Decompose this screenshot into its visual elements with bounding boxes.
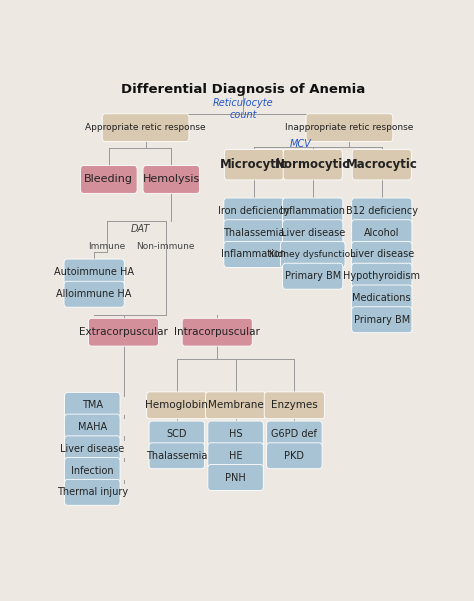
FancyBboxPatch shape — [352, 220, 412, 246]
Text: Membrane: Membrane — [208, 400, 264, 410]
Text: MCV: MCV — [290, 139, 312, 149]
FancyBboxPatch shape — [102, 114, 189, 142]
FancyBboxPatch shape — [149, 421, 205, 447]
FancyBboxPatch shape — [283, 263, 343, 289]
FancyBboxPatch shape — [283, 150, 342, 180]
FancyBboxPatch shape — [146, 392, 207, 419]
FancyBboxPatch shape — [224, 198, 284, 224]
Text: Primary BM: Primary BM — [284, 271, 341, 281]
FancyBboxPatch shape — [352, 198, 412, 224]
Text: Thermal injury: Thermal injury — [57, 487, 128, 497]
Text: Hypothyroidism: Hypothyroidism — [343, 271, 420, 281]
Text: Enzymes: Enzymes — [271, 400, 318, 410]
Text: Thalassemia: Thalassemia — [146, 451, 208, 461]
Text: Liver disease: Liver disease — [60, 444, 125, 454]
FancyBboxPatch shape — [208, 465, 264, 490]
FancyBboxPatch shape — [208, 421, 264, 447]
Text: PNH: PNH — [225, 472, 246, 483]
FancyBboxPatch shape — [224, 242, 284, 267]
FancyBboxPatch shape — [224, 150, 283, 180]
Text: Autoimmune HA: Autoimmune HA — [54, 267, 134, 277]
Text: Medications: Medications — [353, 293, 411, 303]
FancyBboxPatch shape — [283, 198, 343, 224]
Text: Kidney dysfunction: Kidney dysfunction — [269, 250, 356, 259]
Text: Reticulocyte
count: Reticulocyte count — [213, 99, 273, 120]
Text: HE: HE — [229, 451, 242, 461]
Text: Non-immune: Non-immune — [137, 242, 195, 251]
Text: Hemoglobin: Hemoglobin — [146, 400, 208, 410]
Text: Thalassemia: Thalassemia — [223, 228, 284, 238]
Text: HS: HS — [229, 429, 242, 439]
Text: PKD: PKD — [284, 451, 304, 461]
Text: Microcytic: Microcytic — [220, 158, 288, 171]
Text: Hemolysis: Hemolysis — [143, 174, 200, 185]
FancyBboxPatch shape — [64, 259, 124, 285]
FancyBboxPatch shape — [264, 392, 325, 419]
Text: Normocytic: Normocytic — [275, 158, 350, 171]
FancyBboxPatch shape — [306, 114, 393, 142]
FancyBboxPatch shape — [182, 319, 252, 346]
Text: Alloimmune HA: Alloimmune HA — [56, 289, 132, 299]
Text: Iron deficiency: Iron deficiency — [218, 206, 290, 216]
FancyBboxPatch shape — [149, 443, 205, 469]
Text: DAT: DAT — [130, 224, 150, 234]
Text: Extracorpuscular: Extracorpuscular — [79, 327, 168, 337]
Text: Alcohol: Alcohol — [364, 228, 400, 238]
FancyBboxPatch shape — [352, 263, 412, 289]
FancyBboxPatch shape — [205, 392, 266, 419]
Text: Inflammation: Inflammation — [280, 206, 345, 216]
FancyBboxPatch shape — [266, 421, 322, 447]
Text: Macrocytic: Macrocytic — [346, 158, 418, 171]
Text: TMA: TMA — [82, 400, 103, 410]
FancyBboxPatch shape — [64, 414, 120, 440]
Text: Immune: Immune — [88, 242, 126, 251]
Text: Bleeding: Bleeding — [84, 174, 133, 185]
FancyBboxPatch shape — [64, 480, 120, 505]
Text: Infection: Infection — [71, 466, 114, 475]
FancyBboxPatch shape — [352, 307, 412, 333]
FancyBboxPatch shape — [143, 166, 200, 194]
Text: Primary BM: Primary BM — [354, 315, 410, 325]
Text: Inflammation: Inflammation — [221, 249, 286, 260]
FancyBboxPatch shape — [224, 220, 284, 246]
FancyBboxPatch shape — [89, 319, 159, 346]
Text: SCD: SCD — [166, 429, 187, 439]
Text: Appropriate retic response: Appropriate retic response — [85, 123, 206, 132]
Text: Liver disease: Liver disease — [350, 249, 414, 260]
FancyBboxPatch shape — [352, 285, 412, 311]
Text: Inappropriate retic response: Inappropriate retic response — [285, 123, 414, 132]
FancyBboxPatch shape — [208, 443, 264, 469]
FancyBboxPatch shape — [64, 392, 120, 418]
FancyBboxPatch shape — [352, 242, 412, 267]
Text: B12 deficiency: B12 deficiency — [346, 206, 418, 216]
FancyBboxPatch shape — [281, 242, 345, 267]
Text: Differential Diagnosis of Anemia: Differential Diagnosis of Anemia — [121, 83, 365, 96]
FancyBboxPatch shape — [64, 436, 120, 462]
Text: MAHA: MAHA — [78, 422, 107, 432]
Text: Liver disease: Liver disease — [281, 228, 345, 238]
FancyBboxPatch shape — [352, 150, 411, 180]
Text: Intracorpuscular: Intracorpuscular — [174, 327, 260, 337]
FancyBboxPatch shape — [283, 220, 343, 246]
FancyBboxPatch shape — [81, 166, 137, 194]
FancyBboxPatch shape — [64, 281, 124, 307]
FancyBboxPatch shape — [266, 443, 322, 469]
Text: G6PD def: G6PD def — [272, 429, 317, 439]
FancyBboxPatch shape — [64, 457, 120, 484]
